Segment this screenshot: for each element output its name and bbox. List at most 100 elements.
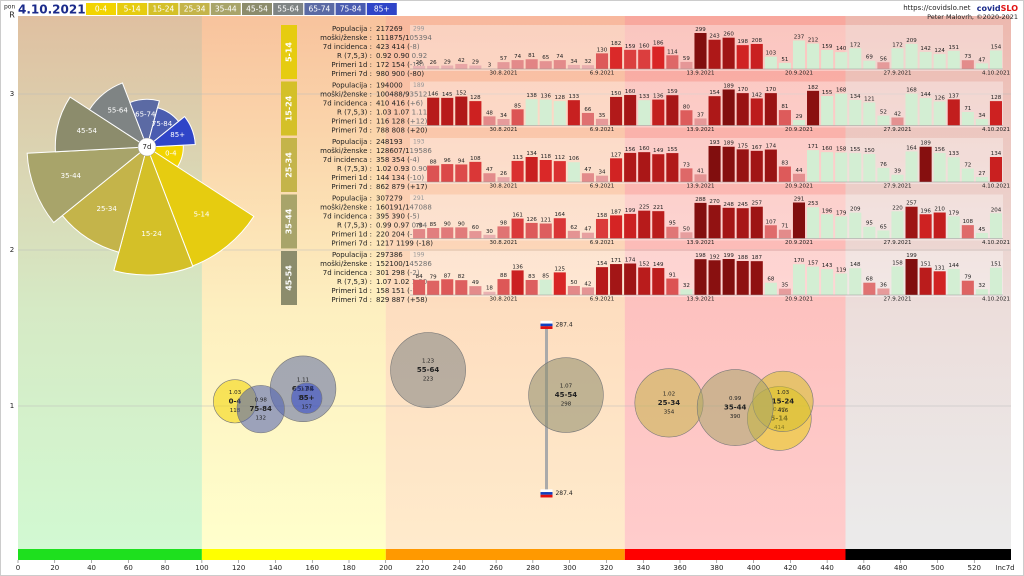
- bar-value-label: 170: [794, 258, 805, 264]
- bar-value-label: 126: [526, 217, 537, 223]
- stat-value: 0.92 0.90 0.92: [376, 52, 427, 60]
- flag: [540, 326, 553, 329]
- legend-label: 25-34: [184, 5, 206, 14]
- bar-value-label: 26: [430, 60, 437, 66]
- brand-a: covid: [977, 4, 1001, 13]
- bar: [539, 159, 552, 182]
- bar: [849, 212, 862, 239]
- bar-value-label: 106: [569, 156, 580, 162]
- bar-value-label: 158: [836, 147, 847, 153]
- flag: [540, 320, 553, 324]
- bar: [849, 99, 862, 126]
- bar: [835, 93, 848, 126]
- flag: [540, 492, 553, 495]
- bar: [975, 289, 988, 295]
- stat-label: Populacija :: [332, 138, 372, 146]
- x-tick-label: 500: [931, 564, 944, 572]
- bar: [666, 55, 679, 69]
- bar: [610, 215, 623, 239]
- x-tick-label: 120: [232, 564, 245, 572]
- bar: [891, 174, 904, 182]
- bar-value-label: 74: [514, 54, 521, 60]
- bar-value-label: 84: [416, 274, 423, 280]
- bar-value-label: 66: [584, 107, 591, 113]
- bar-value-label: 95: [866, 221, 873, 227]
- site: https://covidslo.net covidSLO: [903, 4, 1018, 13]
- pie-label: 75-84: [152, 120, 173, 128]
- date-label: 4.10.2021: [982, 297, 1010, 303]
- date-label: 27.9.2021: [883, 297, 911, 303]
- bar: [511, 218, 524, 239]
- bubble: [390, 332, 466, 408]
- bar: [821, 95, 834, 126]
- stat-label: moški/ženske :: [320, 260, 372, 268]
- bubble-r-label: 1.02: [663, 391, 675, 397]
- bar: [919, 51, 932, 69]
- x-tick-label: 260: [489, 564, 502, 572]
- date-label: 6.9.2021: [590, 184, 615, 190]
- pie-label: 15-24: [141, 230, 162, 238]
- bar: [581, 232, 594, 239]
- bar-value-label: 152: [639, 262, 650, 268]
- bubble-r-label: 1.23: [422, 359, 435, 365]
- bar-value-label: 34: [599, 170, 606, 176]
- bar: [497, 226, 510, 239]
- bar-value-label: 127: [611, 152, 622, 158]
- bar: [975, 232, 988, 239]
- bar: [624, 49, 637, 69]
- bar: [947, 268, 960, 295]
- bar-value-label: 35: [781, 283, 788, 289]
- bar: [919, 267, 932, 295]
- panel-title: 35-44: [285, 208, 294, 234]
- bar-value-label: 299: [695, 27, 706, 33]
- bar: [413, 279, 426, 295]
- bar: [525, 222, 538, 239]
- bar: [919, 214, 932, 239]
- bar: [427, 165, 440, 182]
- bar: [877, 115, 890, 126]
- bar-value-label: 151: [920, 262, 931, 268]
- bar-value-label: 134: [526, 151, 537, 157]
- bar: [595, 218, 609, 239]
- bar-value-label: 81: [781, 104, 788, 110]
- bubble-r-label: 1.03: [229, 390, 242, 396]
- bar-value-label: 88: [500, 273, 507, 279]
- legend-label: 35-44: [215, 5, 237, 14]
- bar-value-label: 187: [752, 255, 763, 261]
- bar: [807, 266, 820, 295]
- legend-chip: [86, 3, 116, 15]
- bar: [694, 259, 707, 295]
- bar-value-label: 160: [639, 146, 650, 152]
- bar: [511, 160, 524, 182]
- stat-label: 7d incidenca :: [323, 156, 372, 164]
- panel-title: 45-54: [285, 265, 294, 291]
- bar: [821, 269, 834, 295]
- bar-value-label: 148: [850, 262, 861, 268]
- bar-value-label: 209: [906, 38, 917, 44]
- bar: [638, 49, 651, 69]
- legend-label: 15-24: [153, 5, 175, 14]
- date-label: 30.8.2021: [490, 297, 518, 303]
- pie-label: 5-14: [194, 210, 210, 218]
- bar-value-label: 34: [500, 113, 507, 119]
- bar-value-label: 47: [978, 57, 985, 63]
- bar-value-label: 73: [964, 54, 971, 60]
- pie-sector: [26, 146, 149, 224]
- bar-value-label: 42: [894, 112, 901, 118]
- bar: [525, 157, 538, 182]
- stat-label: Populacija :: [332, 25, 372, 33]
- x-tick-label: 200: [379, 564, 392, 572]
- panel-chip: [281, 194, 297, 249]
- x-tick-label: 400: [747, 564, 760, 572]
- stat-label: moški/ženske :: [320, 147, 372, 155]
- bar: [807, 90, 820, 126]
- bar: [807, 43, 820, 69]
- bar: [497, 62, 510, 69]
- bar-value-label: 179: [836, 210, 847, 216]
- bar-value-label: 18: [486, 286, 493, 292]
- bar-value-label: 91: [669, 273, 676, 279]
- bar-value-label: 189: [723, 141, 734, 147]
- bar: [778, 166, 791, 182]
- bar-value-label: 145: [442, 92, 453, 98]
- bar-value-label: 179: [949, 210, 960, 216]
